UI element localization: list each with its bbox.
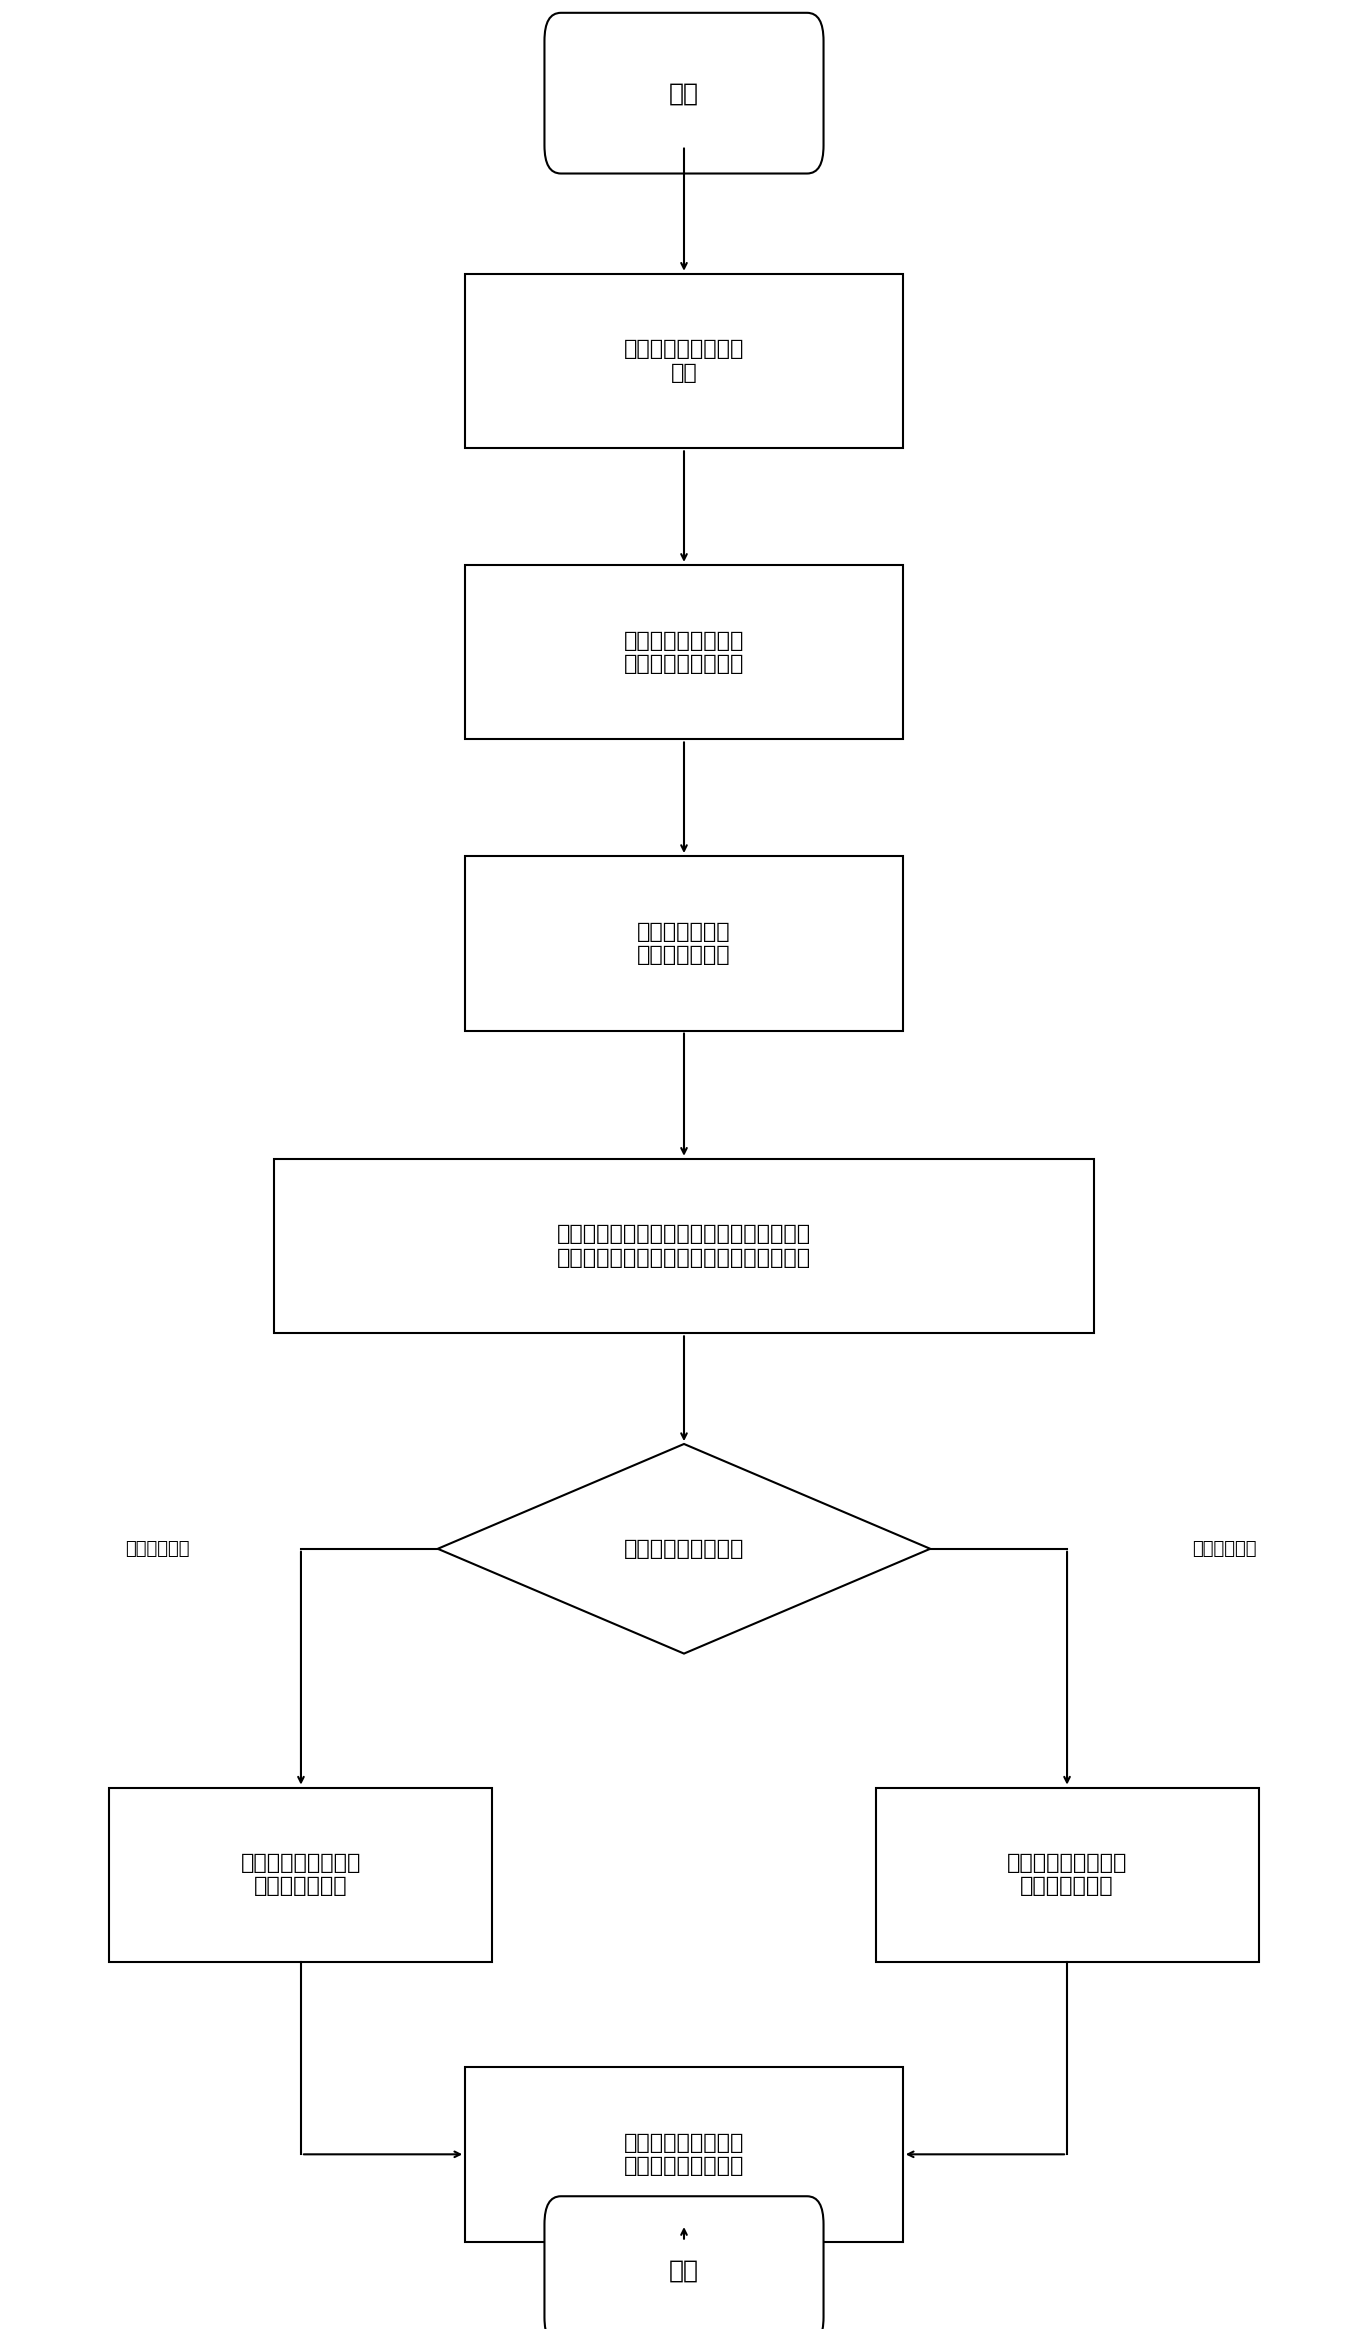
Text: 启停条件是否满足？: 启停条件是否满足？ <box>624 1539 744 1558</box>
Bar <box>274 1158 1094 1332</box>
Text: 更新已启动单元队列
更新未启动单元队列: 更新已启动单元队列 更新未启动单元队列 <box>624 631 744 673</box>
Text: 更新已启动单元队列（循环次数由多到少）
更新未启动单元队列（循环次数由少到多）: 更新已启动单元队列（循环次数由多到少） 更新未启动单元队列（循环次数由少到多） <box>557 1225 811 1267</box>
Polygon shape <box>438 1444 930 1654</box>
Text: 向已启动单元队列首
位发送停止指令: 向已启动单元队列首 位发送停止指令 <box>1007 1854 1127 1896</box>
Text: 查询各逆变单元启停
状态: 查询各逆变单元启停 状态 <box>624 340 744 382</box>
Text: 结束: 结束 <box>669 2259 699 2282</box>
Bar <box>465 2068 903 2240</box>
Bar <box>465 564 903 741</box>
Bar <box>465 855 903 1029</box>
Bar <box>876 1789 1259 1961</box>
Text: 查询各逆变单元
热循环周次记录: 查询各逆变单元 热循环周次记录 <box>637 922 731 964</box>
FancyBboxPatch shape <box>544 14 824 172</box>
Text: 满足启动条件: 满足启动条件 <box>124 1539 190 1558</box>
Text: 更新已启动单元队列
更新未启动单元队列: 更新已启动单元队列 更新未启动单元队列 <box>624 2133 744 2175</box>
Text: 向未启动单元队列首
位发送启动指令: 向未启动单元队列首 位发送启动指令 <box>241 1854 361 1896</box>
Text: 满足停止条件: 满足停止条件 <box>1192 1539 1257 1558</box>
Bar <box>465 275 903 447</box>
Text: 开始: 开始 <box>669 82 699 105</box>
FancyBboxPatch shape <box>544 2196 824 2329</box>
Bar <box>109 1789 492 1961</box>
